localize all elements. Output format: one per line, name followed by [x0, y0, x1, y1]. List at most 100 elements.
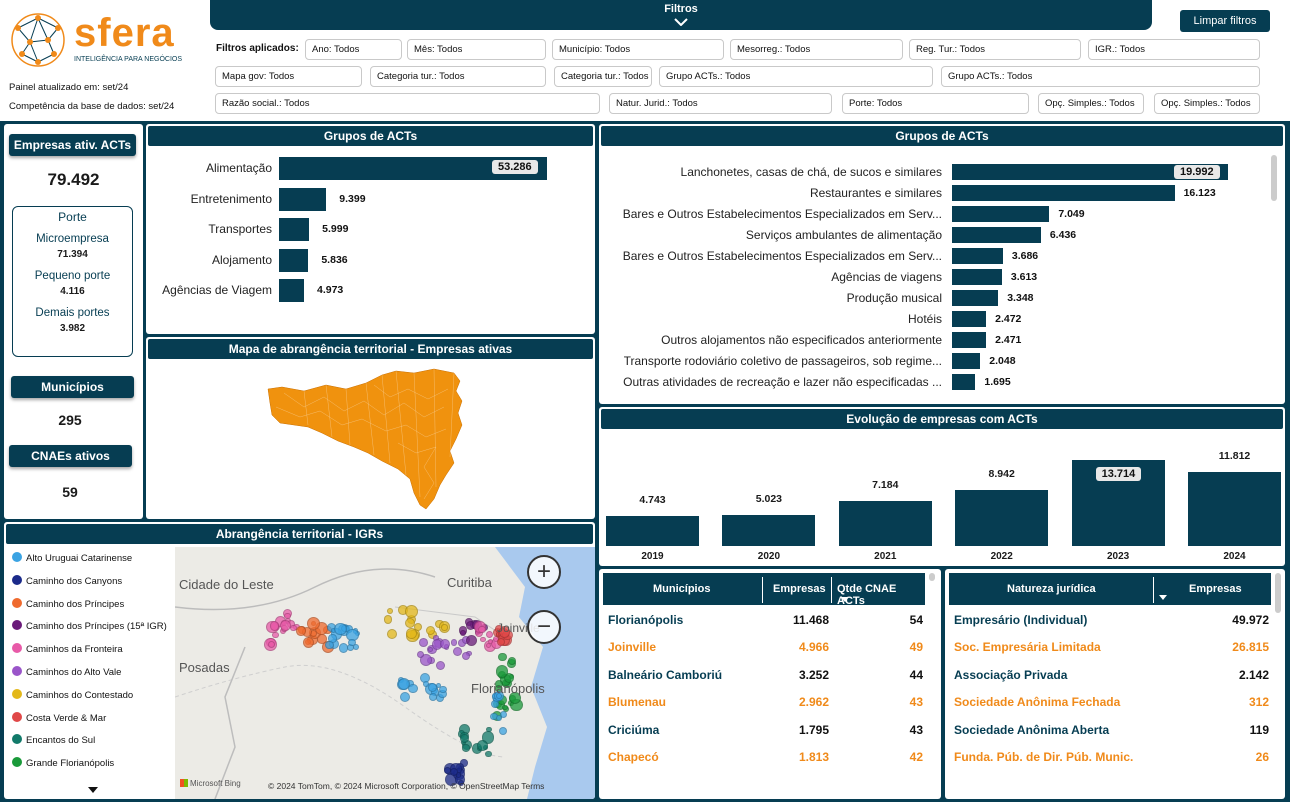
- map-bubble[interactable]: [348, 638, 356, 646]
- map-bubble[interactable]: [404, 617, 416, 629]
- table-row[interactable]: Balneário Camboriú 3.252 44: [599, 666, 941, 690]
- map-bubble[interactable]: [496, 638, 506, 647]
- column[interactable]: [838, 500, 932, 546]
- map-bubble[interactable]: [450, 767, 459, 776]
- map-bubble[interactable]: [502, 704, 508, 711]
- filter-chip[interactable]: Município: Todos: [552, 39, 724, 60]
- bar[interactable]: [279, 187, 327, 211]
- sort-desc-icon[interactable]: [1159, 595, 1167, 600]
- map-bubble[interactable]: [460, 733, 470, 743]
- map-bubble[interactable]: [423, 681, 430, 688]
- bar[interactable]: [952, 206, 1050, 222]
- table-row[interactable]: Florianópolis 11.468 54: [599, 611, 941, 635]
- map-bubble[interactable]: [476, 739, 488, 751]
- map-bubble[interactable]: [441, 624, 448, 631]
- map-bubble[interactable]: [495, 715, 503, 722]
- legend-item[interactable]: Alto Uruguai Catarinense: [12, 552, 132, 564]
- legend-item[interactable]: Caminhos da Fronteira: [12, 643, 123, 655]
- legend-item[interactable]: Caminho dos Príncipes (15ª IGR): [12, 620, 167, 632]
- bar[interactable]: [952, 332, 987, 348]
- filter-chip[interactable]: Opç. Simples.: Todos: [1154, 93, 1260, 114]
- col-cnae[interactable]: Qtde CNAE ACTs: [837, 583, 897, 607]
- bar[interactable]: [952, 269, 1002, 285]
- filter-chip[interactable]: Grupo ACTs.: Todos: [941, 66, 1260, 87]
- map-bubble[interactable]: [457, 779, 464, 786]
- bar[interactable]: [279, 218, 310, 241]
- zoom-out-button[interactable]: −: [527, 610, 561, 644]
- filter-chip[interactable]: Ano: Todos: [305, 39, 402, 60]
- bar[interactable]: [952, 248, 1003, 264]
- map-bubble[interactable]: [450, 639, 458, 646]
- filter-chip[interactable]: Reg. Tur.: Todos: [909, 39, 1081, 60]
- bar[interactable]: [952, 353, 981, 369]
- col-empresas[interactable]: Empresas: [773, 583, 826, 595]
- map-bubble[interactable]: [405, 604, 418, 618]
- map-bubble[interactable]: [383, 614, 393, 624]
- igr-map[interactable]: Cidade do Leste Curitiba Posadas Joinvil…: [175, 547, 595, 799]
- map-bubble[interactable]: [503, 672, 514, 683]
- map-bubble[interactable]: [444, 766, 452, 774]
- map-bubble[interactable]: [452, 646, 463, 657]
- map-bubble[interactable]: [280, 619, 292, 631]
- map-bubble[interactable]: [465, 634, 478, 647]
- map-bubble[interactable]: [439, 639, 450, 650]
- map-bubble[interactable]: [486, 726, 492, 732]
- legend-scroll-down-icon[interactable]: [88, 787, 98, 793]
- legend-item[interactable]: Caminhos do Alto Vale: [12, 666, 121, 678]
- map-bubble[interactable]: [399, 692, 410, 703]
- map-bubble[interactable]: [352, 644, 359, 651]
- map-bubble[interactable]: [495, 684, 503, 692]
- table-row[interactable]: Empresário (Individual) 49.972: [945, 611, 1285, 635]
- map-bubble[interactable]: [425, 626, 435, 636]
- map-bubble[interactable]: [427, 646, 434, 653]
- bar[interactable]: [952, 185, 1175, 201]
- zoom-in-button[interactable]: +: [527, 555, 561, 589]
- map-bubble[interactable]: [462, 744, 470, 752]
- map-attribution[interactable]: © 2024 TomTom, © 2024 Microsoft Corporat…: [268, 781, 545, 791]
- scrollbar[interactable]: [1275, 573, 1281, 613]
- map-bubble[interactable]: [418, 637, 428, 647]
- filter-chip[interactable]: Categoria tur.: Todos: [370, 66, 546, 87]
- map-bubble[interactable]: [498, 727, 508, 736]
- map-bubble[interactable]: [508, 656, 517, 666]
- map-bubble[interactable]: [386, 607, 394, 615]
- scrollbar[interactable]: [1271, 155, 1277, 201]
- table-row[interactable]: Blumenau 2.962 43: [599, 693, 941, 717]
- filter-chip[interactable]: Grupo ACTs.: Todos: [659, 66, 933, 87]
- map-bubble[interactable]: [485, 630, 494, 639]
- filter-chip[interactable]: Categoria tur.: Todos: [554, 66, 652, 87]
- filter-chip[interactable]: Mês: Todos: [407, 39, 546, 60]
- bar[interactable]: [952, 374, 976, 390]
- map-bubble[interactable]: [267, 640, 275, 648]
- map-bubble[interactable]: [387, 629, 398, 640]
- column[interactable]: [955, 489, 1049, 546]
- map-bubble[interactable]: [500, 710, 508, 718]
- map-bubble[interactable]: [488, 638, 494, 644]
- map-bubble[interactable]: [283, 612, 291, 620]
- map-bubble[interactable]: [460, 630, 466, 637]
- map-bubble[interactable]: [509, 692, 522, 705]
- legend-item[interactable]: Grande Florianópolis: [12, 757, 114, 769]
- filter-chip[interactable]: Natur. Jurid.: Todos: [609, 93, 832, 114]
- table-row[interactable]: Criciúma 1.795 43: [599, 721, 941, 745]
- table-row[interactable]: Associação Privada 2.142: [945, 666, 1285, 690]
- map-bubble[interactable]: [495, 665, 509, 678]
- col-empresas[interactable]: Empresas: [1189, 583, 1242, 595]
- sort-desc-icon[interactable]: [841, 597, 849, 602]
- legend-item[interactable]: Caminho dos Príncipes: [12, 597, 124, 610]
- legend-item[interactable]: Caminho dos Canyons: [12, 574, 122, 587]
- legend-item[interactable]: Costa Verde & Mar: [12, 711, 106, 724]
- map-bubble[interactable]: [334, 622, 347, 635]
- table-row[interactable]: Chapecó 1.813 42: [599, 748, 941, 772]
- clear-filters-button[interactable]: Limpar filtros: [1180, 10, 1270, 32]
- bar[interactable]: [279, 248, 309, 272]
- map-bubble[interactable]: [462, 652, 471, 661]
- bar[interactable]: [952, 164, 1228, 180]
- filter-chip[interactable]: Opç. Simples.: Todos: [1038, 93, 1144, 114]
- map-bubble[interactable]: [480, 636, 486, 643]
- map-bubble[interactable]: [296, 626, 307, 636]
- map-bubble[interactable]: [408, 683, 418, 694]
- map-bubble[interactable]: [302, 636, 315, 649]
- bar[interactable]: [952, 227, 1041, 243]
- filter-chip[interactable]: Mapa gov: Todos: [215, 66, 362, 87]
